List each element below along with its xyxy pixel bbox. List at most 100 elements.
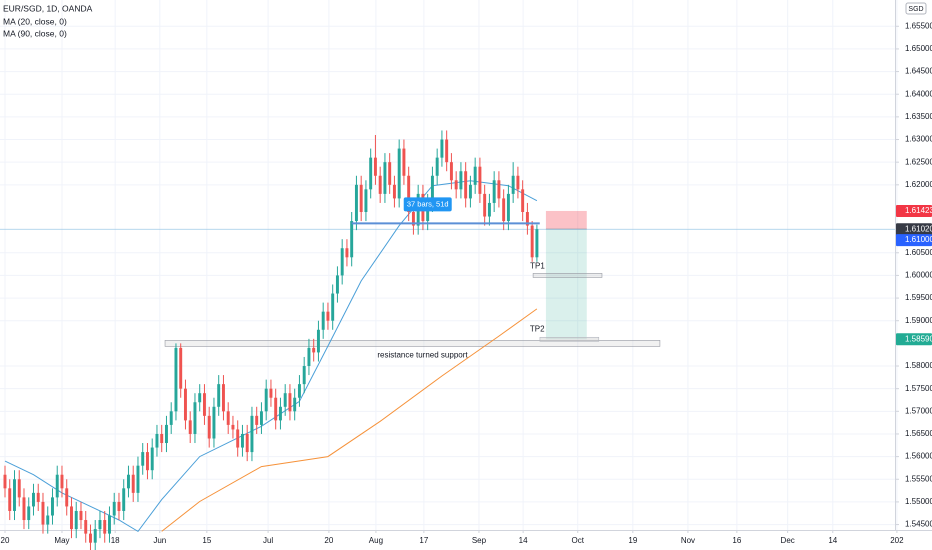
x-tick-label: Nov	[681, 536, 695, 545]
candle-body	[51, 497, 54, 516]
y-tick-label: 1.64000	[905, 89, 932, 98]
candle-body	[198, 393, 202, 403]
candle-body	[525, 212, 529, 226]
level-box	[164, 340, 661, 347]
candle-body	[122, 488, 126, 511]
x-tick-label: Jun	[153, 536, 166, 545]
candle-body	[212, 406, 216, 439]
candle-body	[74, 510, 78, 530]
candle-body	[217, 384, 221, 407]
candle-body	[126, 474, 130, 489]
candle-body	[55, 474, 59, 498]
candle-body	[89, 533, 92, 543]
candle-body	[274, 397, 278, 421]
candle-body	[449, 162, 453, 181]
candle-body	[340, 248, 344, 276]
candle-body	[70, 506, 73, 530]
candle-body	[316, 329, 320, 353]
candle-body	[46, 515, 50, 525]
candle-body	[521, 189, 525, 212]
x-tick-label: 20	[324, 536, 333, 545]
candle-body	[454, 180, 458, 190]
candle-body	[307, 347, 311, 367]
candle-body	[435, 157, 439, 176]
currency-box[interactable]	[905, 2, 927, 15]
x-tick-label: 19	[628, 536, 637, 545]
moving-average	[161, 308, 538, 532]
candle-body	[22, 497, 26, 521]
stop-price-box	[896, 204, 932, 217]
candle-body	[326, 311, 330, 321]
x-tick-label: Sep	[472, 536, 487, 545]
candle-body	[41, 501, 45, 525]
candle-body	[430, 175, 434, 203]
candle-body	[202, 393, 206, 416]
y-tick-label: 1.63000	[905, 135, 932, 144]
candle-body	[79, 510, 83, 521]
candle-body	[27, 506, 31, 521]
candle-body	[402, 148, 406, 176]
last-price: 1.61000	[905, 235, 932, 244]
candle-body	[383, 162, 387, 194]
candle-body	[369, 157, 373, 190]
y-tick-label: 1.59000	[905, 316, 932, 325]
candle-body	[207, 415, 211, 439]
candle-body	[373, 157, 377, 176]
candle-body	[84, 520, 88, 534]
candle-body	[245, 433, 249, 453]
candle-body	[8, 488, 12, 511]
entry-price-box	[896, 223, 932, 236]
candle-body	[131, 474, 135, 493]
y-tick-label: 1.56500	[905, 429, 932, 438]
candle-body	[283, 393, 287, 407]
candle-body	[93, 529, 97, 543]
y-tick-label: 1.60000	[905, 271, 932, 280]
candle-body	[193, 402, 197, 434]
candle-body	[250, 415, 254, 453]
candle-body	[141, 452, 145, 466]
candle-body	[388, 162, 392, 185]
candle-body	[345, 248, 349, 258]
candle-body	[506, 193, 510, 222]
candle-body	[502, 198, 506, 222]
candle-body	[530, 225, 534, 258]
candle-body	[459, 171, 463, 190]
candle-body	[312, 347, 316, 353]
candle-body	[378, 175, 382, 194]
candle-body	[492, 180, 496, 203]
candle-body	[487, 202, 491, 217]
candle-body	[516, 175, 520, 190]
entry-price: 1.61020	[905, 224, 932, 233]
y-tick-label: 1.65000	[905, 44, 932, 53]
y-tick-label: 1.63500	[905, 112, 932, 121]
y-tick-label: 1.56000	[905, 452, 932, 461]
candle-body	[103, 520, 107, 534]
candle-body	[302, 366, 306, 385]
x-tick-label: 15	[202, 536, 211, 545]
candle-body	[3, 474, 7, 489]
candle-body	[288, 393, 292, 412]
x-tick-label: Jul	[263, 536, 273, 545]
candle-body	[17, 479, 21, 498]
candle-body	[478, 166, 482, 194]
target-zone	[545, 229, 587, 340]
y-tick-label: 1.60500	[905, 248, 932, 257]
y-tick-label: 1.54500	[905, 520, 932, 529]
candle-body	[269, 388, 273, 398]
candle-body	[13, 479, 16, 511]
legend-ma90: MA (90, close, 0)	[3, 28, 67, 38]
candle-body	[259, 411, 263, 425]
currency: SGD	[908, 6, 923, 13]
candle-body	[350, 221, 354, 258]
y-tick-label: 1.57500	[905, 384, 932, 393]
level-label: resistance turned support	[377, 350, 468, 359]
candle-body	[464, 171, 468, 199]
candle-body	[440, 139, 444, 158]
x-tick-label: Aug	[369, 536, 383, 545]
candle-body	[483, 193, 487, 217]
y-tick-label: 1.62500	[905, 157, 932, 166]
candle-body	[335, 275, 339, 294]
target-price: 1.58590	[905, 334, 932, 343]
candle-body	[226, 411, 230, 425]
